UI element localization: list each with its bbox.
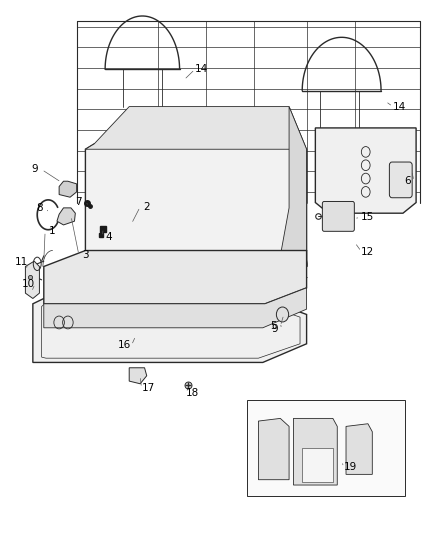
Text: 18: 18 [186,388,199,398]
Ellipse shape [173,126,187,135]
FancyBboxPatch shape [322,201,354,231]
Text: 5: 5 [270,321,277,331]
Text: 15: 15 [360,213,374,222]
Text: 1: 1 [48,227,55,236]
Polygon shape [25,261,39,298]
Text: 12: 12 [361,247,374,256]
Polygon shape [280,107,307,256]
Text: 9: 9 [32,165,39,174]
Text: 14: 14 [393,102,406,111]
Polygon shape [44,251,307,304]
Text: 10: 10 [22,279,35,288]
Polygon shape [57,208,75,225]
Polygon shape [85,251,307,272]
Polygon shape [346,424,372,474]
Text: 7: 7 [74,197,81,207]
Polygon shape [33,298,307,362]
Polygon shape [302,448,333,482]
Circle shape [276,307,289,322]
Polygon shape [158,112,245,149]
Polygon shape [293,418,337,485]
Text: 9: 9 [272,325,279,334]
Polygon shape [85,107,307,149]
Text: 6: 6 [404,176,411,186]
Polygon shape [315,128,416,213]
Text: 19: 19 [344,463,357,472]
Text: 4: 4 [105,232,112,241]
Text: 17: 17 [141,383,155,393]
Text: 11: 11 [14,257,28,267]
Polygon shape [258,418,289,480]
Polygon shape [129,368,147,384]
FancyBboxPatch shape [389,162,412,198]
Polygon shape [44,288,307,328]
Polygon shape [85,144,307,256]
Polygon shape [59,181,77,197]
Text: 14: 14 [195,64,208,74]
Ellipse shape [194,126,208,135]
Text: 8: 8 [36,203,43,213]
Text: 16: 16 [118,341,131,350]
Bar [247,400,405,496]
Text: 2: 2 [143,202,150,212]
Ellipse shape [216,126,230,135]
Text: 3: 3 [82,250,89,260]
